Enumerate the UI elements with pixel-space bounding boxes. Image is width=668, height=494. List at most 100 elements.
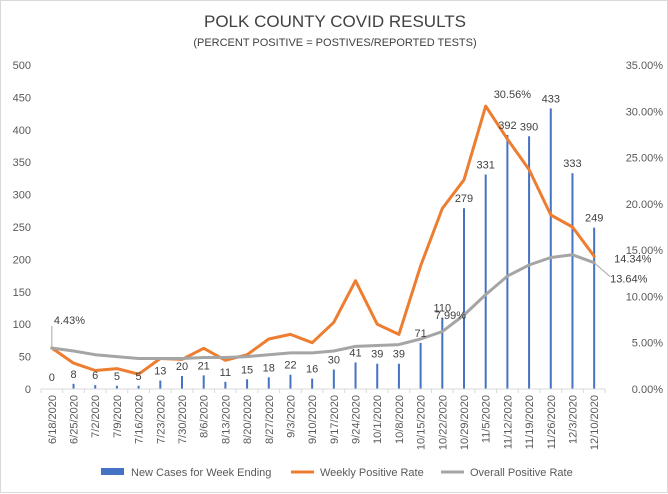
weekly-rate-label: 14.34% [614, 253, 652, 265]
x-axis: 6/18/2020 6/25/2020 7/2/2020 7/9/2020 7/16/2… [40, 388, 606, 450]
x-tick-label: 9/10/2020 [307, 395, 319, 444]
line-series [50, 104, 596, 376]
legend-label-overall-rate: Overall Positive Rate [470, 467, 573, 479]
bar-value-label: 249 [585, 213, 603, 225]
bar-new-cases [181, 376, 183, 389]
chart-title: POLK COUNTY COVID RESULTS [204, 12, 466, 31]
bar-value-label: 11 [220, 367, 231, 379]
bar-series [72, 108, 596, 389]
bar-new-cases [267, 377, 270, 389]
bar-new-cases [376, 363, 379, 389]
bar-value-label: 21 [198, 360, 210, 372]
bar-new-cases [441, 317, 444, 389]
bar-value-label: 30 [328, 355, 340, 367]
left-tick-label: 400 [13, 125, 31, 137]
bar-value-label: 392 [498, 120, 516, 132]
right-tick-label: 15.00% [626, 245, 664, 257]
bar-new-cases [354, 362, 357, 389]
bar-new-cases [528, 136, 531, 389]
bar-value-label: 71 [414, 328, 426, 340]
bar-new-cases [549, 108, 552, 389]
bar-new-cases [571, 173, 574, 389]
weekly-rate-label: 30.56% [494, 89, 532, 101]
bar-value-label: 110 [434, 303, 452, 315]
bar-value-label: 5 [136, 371, 142, 383]
legend-swatch-new-cases [101, 468, 124, 475]
right-tick-label: 20.00% [626, 199, 664, 211]
right-tick-label: 0.00% [632, 384, 663, 396]
left-tick-label: 50 [19, 352, 31, 364]
x-tick-label: 6/18/2020 [47, 395, 59, 444]
bar-new-cases [159, 380, 162, 389]
x-tick-label: 8/13/2020 [220, 395, 232, 444]
bar-value-label: 0 [49, 372, 55, 384]
bar-new-cases [419, 342, 422, 389]
left-tick-label: 200 [13, 254, 31, 266]
bar-value-label: 5 [114, 371, 120, 383]
legend: New Cases for Week Ending Weekly Positiv… [101, 467, 573, 479]
bar-new-cases [593, 227, 596, 389]
left-axis: 0 50 100 150 200 250 300 350 400 450 500 [13, 60, 31, 396]
bar-new-cases [137, 385, 140, 389]
x-tick-label: 9/17/2020 [329, 395, 341, 444]
left-tick-label: 350 [13, 157, 31, 169]
legend-label-new-cases: New Cases for Week Ending [131, 467, 271, 479]
bar-new-cases [506, 134, 509, 389]
bar-value-label: 333 [563, 158, 581, 170]
bar-value-label: 279 [455, 193, 473, 205]
x-tick-label: 10/15/2020 [416, 395, 428, 450]
right-tick-label: 30.00% [626, 106, 664, 118]
bar-value-label: 8 [70, 369, 76, 381]
x-tick-label: 8/6/2020 [199, 395, 211, 438]
left-tick-label: 300 [13, 190, 31, 202]
bar-value-label: 39 [371, 349, 383, 361]
bar-new-cases [289, 374, 292, 389]
bar-new-cases [94, 385, 97, 389]
line-weekly-positive-rate [50, 104, 596, 376]
left-tick-label: 450 [13, 92, 31, 104]
x-tick-label: 12/10/2020 [589, 395, 601, 450]
overall-rate-label: 7.99% [435, 310, 466, 322]
x-tick-label: 7/16/2020 [134, 395, 146, 444]
left-tick-label: 0 [25, 384, 31, 396]
data-labels: 0 8 6 5 5 13 20 21 11 15 18 22 16 30 41 39 39 71 110 279 331… [49, 89, 652, 384]
bar-value-label: 6 [92, 370, 98, 382]
line-overall-positive-rate [50, 253, 596, 360]
label-leader-line [593, 262, 611, 278]
bar-new-cases [224, 381, 227, 389]
x-tick-label: 12/3/2020 [567, 395, 579, 444]
bar-value-label: 20 [176, 361, 188, 373]
right-tick-label: 10.00% [626, 291, 664, 303]
x-tick-label: 11/12/2020 [502, 395, 514, 449]
weekly-rate-label: 4.43% [54, 315, 85, 327]
bar-new-cases [484, 174, 487, 389]
bar-value-label: 16 [306, 364, 318, 376]
bar-new-cases [332, 369, 335, 389]
right-tick-label: 5.00% [632, 338, 663, 350]
bar-value-label: 22 [284, 360, 296, 372]
x-tick-label: 11/26/2020 [546, 395, 558, 449]
x-tick-label: 7/2/2020 [90, 395, 102, 438]
overall-rate-label: 13.64% [610, 274, 648, 286]
right-tick-label: 25.00% [626, 153, 664, 165]
bar-new-cases [397, 363, 400, 389]
x-tick-label: 8/20/2020 [242, 395, 254, 444]
bar-new-cases [115, 385, 118, 389]
bar-value-label: 13 [154, 366, 166, 378]
bar-value-label: 331 [477, 160, 495, 172]
x-tick-label: 8/27/2020 [264, 395, 276, 444]
bar-value-label: 433 [542, 93, 560, 105]
x-tick-label: 10/22/2020 [437, 395, 449, 450]
left-tick-label: 100 [13, 319, 31, 331]
bar-new-cases [246, 379, 249, 389]
bar-new-cases [202, 375, 205, 389]
x-tick-label: 10/8/2020 [394, 395, 406, 444]
bar-value-label: 39 [393, 349, 405, 361]
bar-value-label: 15 [241, 364, 253, 376]
x-tick-label: 10/29/2020 [459, 395, 471, 450]
bar-value-label: 18 [263, 362, 275, 374]
bar-value-label: 390 [520, 121, 538, 133]
right-axis: 0.00% 5.00% 10.00% 15.00% 20.00% 25.00% 30.00%… [626, 60, 664, 396]
x-tick-label: 7/23/2020 [155, 395, 167, 444]
